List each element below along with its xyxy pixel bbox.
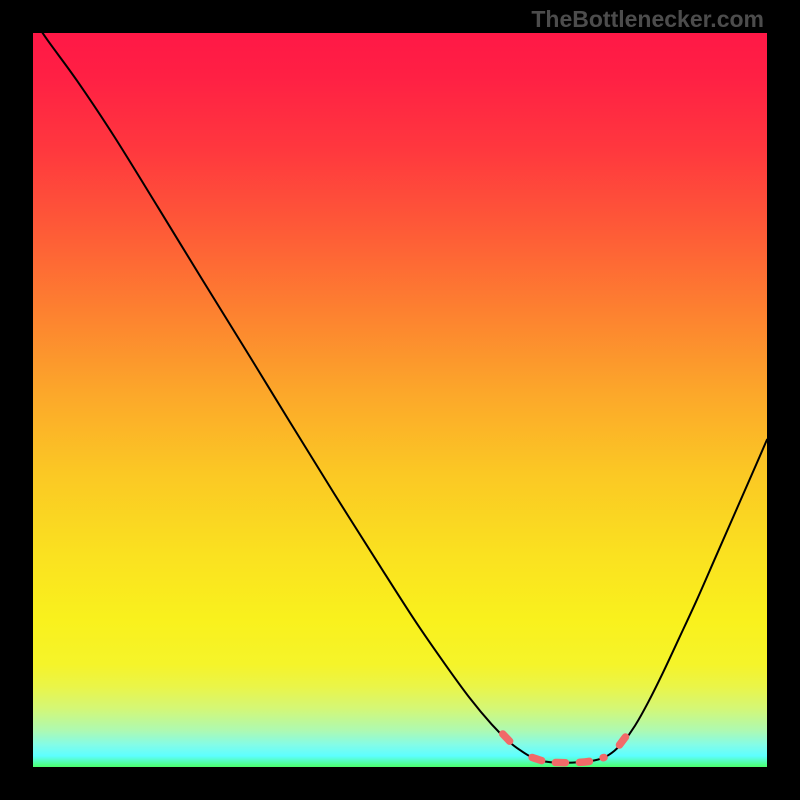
watermark-text: TheBottlenecker.com — [531, 6, 764, 33]
plot-frame — [33, 33, 767, 767]
plot-background — [33, 33, 767, 767]
plot-svg — [33, 33, 767, 767]
